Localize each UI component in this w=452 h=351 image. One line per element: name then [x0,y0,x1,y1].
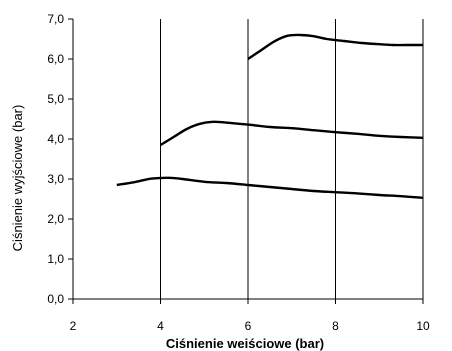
y-tick-label: 2,0 [47,212,64,226]
y-tick-label: 4,0 [47,132,64,146]
y-tick-label: 0,0 [47,292,64,306]
y-axis-title: Ciśnienie wyjściowe (bar) [10,105,25,252]
x-tick-label: 2 [70,319,77,333]
y-tick-label: 7,0 [47,12,64,26]
y-tick-label: 1,0 [47,252,64,266]
x-axis-title: Ciśnienie weiściowe (bar) [166,336,324,351]
tick-label-layer: 0,0 1,0 2,0 3,0 4,0 5,0 6,0 7,0 2 4 6 8 10 [47,12,430,333]
x-tick-label: 6 [245,319,252,333]
y-tick-label: 3,0 [47,172,64,186]
series-line-1 [116,176,424,199]
series-layer [116,33,424,199]
x-tick-label: 4 [157,319,164,333]
axes-layer [68,18,424,304]
x-tick-label: 10 [416,319,430,333]
grid-layer [160,19,424,299]
x-tick-label: 8 [332,319,339,333]
series-line-2 [159,120,424,147]
y-tick-label: 5,0 [47,92,64,106]
y-tick-label: 6,0 [47,52,64,66]
series-line-3 [247,33,423,60]
